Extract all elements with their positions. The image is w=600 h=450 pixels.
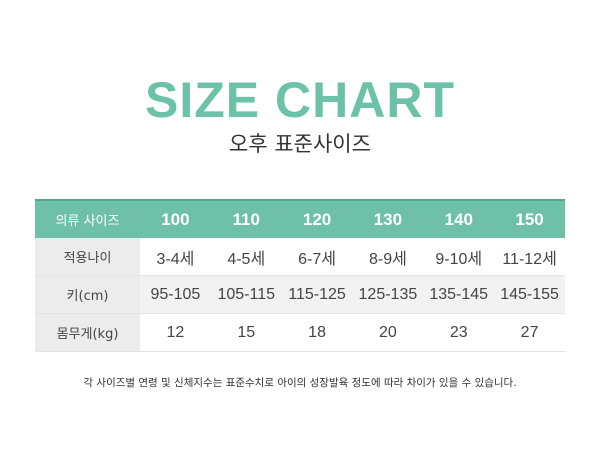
size-header: 150: [515, 209, 544, 229]
cell: 12: [166, 323, 185, 341]
footnote: 각 사이즈별 연령 및 신체지수는 표준수치로 아이의 성장발육 정도에 따라 …: [83, 377, 517, 389]
row-label: 몸무게(kg): [35, 313, 140, 352]
cell: 95-105: [140, 275, 211, 314]
size-table: 의류 사이즈 100 110 120 130 140 150 적용나이 3-4세…: [35, 199, 565, 352]
cell: 18: [308, 323, 326, 341]
cell: 3-4세: [156, 250, 195, 268]
row-label: 키(cm): [35, 275, 140, 314]
cell: 145-155: [494, 275, 565, 314]
cell: 8-9세: [368, 250, 407, 268]
page-subtitle: 오후 표준사이즈: [229, 132, 371, 156]
cell: 23: [449, 323, 468, 341]
cell: 135-145: [423, 275, 495, 314]
cell: 11-12세: [502, 250, 557, 268]
size-header: 110: [232, 209, 260, 229]
cell: 15: [237, 323, 256, 341]
table-row-weight: 몸무게(kg) 12 15 18 20 23 27: [35, 313, 565, 352]
size-header: 100: [161, 209, 190, 229]
cell: 20: [379, 323, 397, 341]
table-row-age: 적용나이 3-4세 4-5세 6-7세 8-9세 9-10세 11-12세: [35, 238, 565, 276]
cell: 125-135: [352, 275, 424, 314]
row-label: 적용나이: [35, 238, 140, 276]
size-header: 120: [302, 209, 332, 229]
cell: 4-5세: [227, 250, 266, 268]
size-header: 130: [373, 209, 403, 229]
cell: 27: [520, 323, 539, 341]
cell: 105-115: [210, 275, 282, 314]
cell: 6-7세: [298, 250, 336, 268]
table-header-row: 의류 사이즈 100 110 120 130 140 150: [35, 200, 565, 238]
page-title: SIZE CHART: [145, 72, 455, 128]
table-row-height: 키(cm) 95-105 105-115 115-125 125-135 135…: [35, 275, 565, 314]
header-label: 의류 사이즈: [55, 214, 120, 229]
cell: 9-10세: [435, 250, 483, 268]
size-header: 140: [444, 209, 473, 229]
cell: 115-125: [281, 275, 353, 314]
